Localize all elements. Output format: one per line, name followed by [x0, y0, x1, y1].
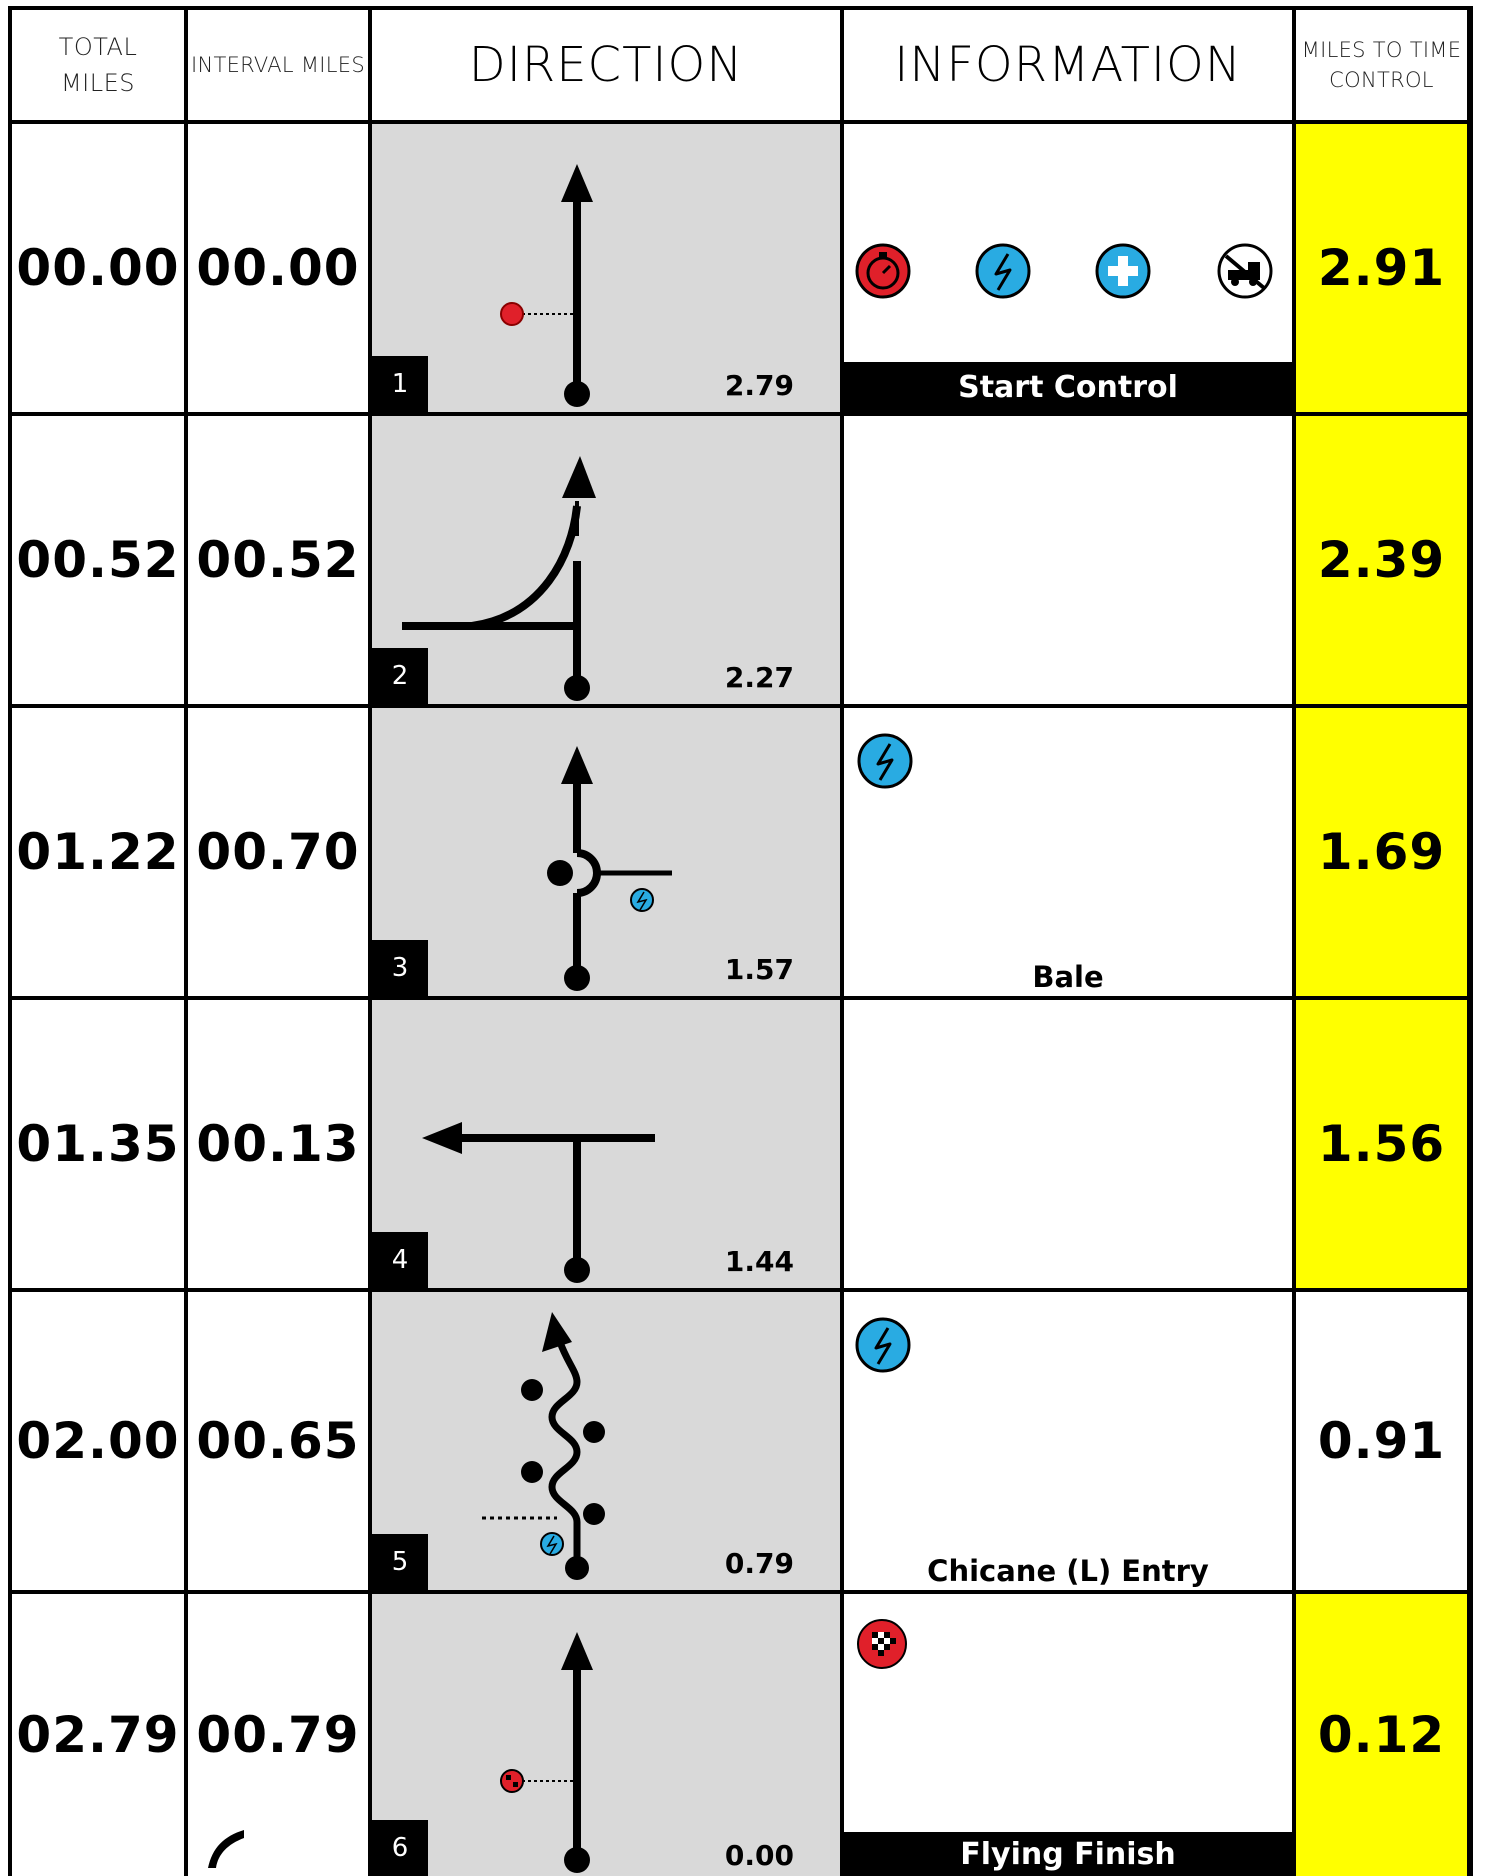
info-banner: Start Control	[844, 362, 1292, 412]
lightning-icon	[540, 1532, 564, 1556]
distance-to-next: 0.79	[724, 1547, 794, 1580]
stopwatch-icon	[855, 243, 911, 299]
curve-mark-icon	[208, 1830, 244, 1868]
direction-diagram: 2 2.27	[372, 416, 840, 704]
direction-diagram: 3 1.57	[372, 708, 840, 996]
total-miles: 01.22	[12, 708, 184, 996]
info-label: Chicane (L) Entry	[927, 1554, 1209, 1588]
step-number: 4	[372, 1232, 428, 1288]
interval-miles: 00.70	[188, 708, 368, 996]
header-direction: DIRECTION	[372, 10, 840, 120]
step-number: 3	[372, 940, 428, 996]
lightning-icon	[857, 733, 913, 789]
interval-miles: 00.13	[188, 1000, 368, 1288]
interval-miles: 00.52	[188, 416, 368, 704]
information-cell: Chicane (L) Entry	[844, 1292, 1292, 1590]
interval-miles: 00.00	[188, 124, 368, 412]
lightning-icon	[630, 888, 654, 912]
miles-to-control: 0.91	[1296, 1292, 1467, 1590]
direction-diagram: 5 0.79	[372, 1292, 840, 1590]
interval-miles: 00.65	[188, 1292, 368, 1590]
tow-truck-icon	[1217, 243, 1273, 299]
miles-to-control: 0.12	[1296, 1594, 1467, 1876]
total-miles: 00.52	[12, 416, 184, 704]
step-number: 6	[372, 1820, 428, 1876]
header-information: INFORMATION	[844, 10, 1292, 120]
total-miles: 01.35	[12, 1000, 184, 1288]
straight-arrow-diagram	[500, 164, 593, 407]
total-miles: 02.79	[12, 1594, 184, 1876]
distance-to-next: 0.00	[724, 1839, 794, 1872]
total-miles: 02.00	[12, 1292, 184, 1590]
info-banner: Flying Finish	[844, 1832, 1292, 1876]
lightning-icon	[855, 1317, 911, 1373]
distance-to-next: 1.57	[724, 953, 794, 986]
miles-to-control: 2.39	[1296, 416, 1467, 704]
information-cell	[844, 416, 1292, 704]
right-fork-arrow-diagram	[402, 456, 596, 701]
miles-to-control: 2.91	[1296, 124, 1467, 412]
stopwatch-icon	[500, 302, 524, 326]
distance-to-next: 2.79	[724, 369, 794, 402]
total-miles: 00.00	[12, 124, 184, 412]
miles-to-control: 1.56	[1296, 1000, 1467, 1288]
direction-diagram: 4 1.44	[372, 1000, 840, 1288]
step-number: 1	[372, 356, 428, 412]
step-number: 2	[372, 648, 428, 704]
miles-to-control: 1.69	[1296, 708, 1467, 996]
checkered-flag-icon	[500, 1769, 524, 1793]
interval-value: 00.79	[196, 1706, 360, 1764]
distance-to-next: 1.44	[724, 1245, 794, 1278]
information-cell: Start Control	[844, 124, 1292, 412]
information-cell: Flying Finish	[844, 1594, 1292, 1876]
straight-arrow-diagram	[500, 1632, 593, 1873]
info-label: Bale	[1032, 960, 1104, 994]
step-number: 5	[372, 1534, 428, 1590]
header-interval-miles: INTERVAL MILES	[188, 10, 368, 120]
chicane-diagram	[482, 1312, 605, 1580]
interval-miles: 00.79	[188, 1594, 368, 1876]
lightning-icon	[975, 243, 1031, 299]
medical-icon	[1095, 243, 1151, 299]
left-turn-arrow-diagram	[422, 1122, 655, 1283]
header-miles-to-time-control: MILES TO TIME CONTROL	[1296, 10, 1467, 120]
information-cell: Bale	[844, 708, 1292, 996]
roadbook-sheet: TOTAL MILES INTERVAL MILES DIRECTION INF…	[8, 6, 1473, 1876]
direction-diagram: 6 0.00	[372, 1594, 840, 1876]
checkered-flag-icon	[857, 1619, 907, 1669]
information-cell	[844, 1000, 1292, 1288]
header-total-miles: TOTAL MILES	[12, 10, 184, 120]
direction-diagram: 1 2.79	[372, 124, 840, 412]
bale-diagram	[547, 746, 672, 991]
distance-to-next: 2.27	[724, 661, 794, 694]
